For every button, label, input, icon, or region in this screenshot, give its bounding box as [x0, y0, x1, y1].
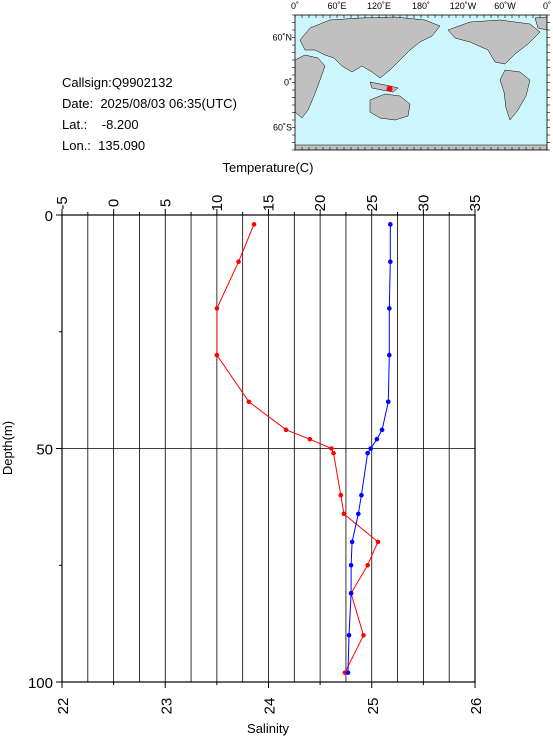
map-longitude-label: 60˚W: [494, 1, 516, 11]
salinity-data-point: [388, 222, 393, 227]
salinity-tick-label: 23: [158, 698, 175, 715]
salinity-data-point: [348, 590, 354, 596]
map-longitude-label: 0˚: [291, 1, 299, 11]
temperature-data-point: [246, 399, 252, 405]
float-location-marker: [386, 85, 393, 92]
map-longitude-label: 180˚: [412, 1, 430, 11]
salinity-tick-label: 24: [262, 698, 279, 715]
temperature-data-point: [341, 511, 347, 517]
greenland-landmass: [534, 16, 547, 31]
map-longitude-label: 0˚: [543, 1, 551, 11]
salinity-data-point: [368, 446, 374, 451]
world-map: 0˚ 60˚E 120˚E 180˚ 120˚W 60˚W 0˚ 60˚N 0˚ 60˚S: [272, 1, 551, 151]
map-latitude-label: 0˚: [284, 78, 292, 88]
salinity-data-point: [359, 492, 364, 498]
depth-tick-label: 50: [36, 442, 53, 459]
temperature-tick-label: 5: [157, 199, 174, 207]
temperature-data-point: [329, 446, 334, 451]
temperature-data-point: [214, 306, 220, 311]
temperature-data-point: [331, 450, 336, 456]
temperature-data-point: [307, 436, 313, 442]
temperature-tick-label: 35: [467, 195, 484, 212]
profile-series: [214, 222, 393, 675]
salinity-tick-label: 22: [55, 698, 72, 715]
temperature-data-point: [361, 633, 366, 638]
temperature-axis-title: Temperature(C): [222, 160, 313, 175]
temperature-tick-label: 20: [312, 195, 329, 212]
temperature-data-point: [251, 222, 257, 227]
temperature-data-point: [375, 539, 381, 545]
salinity-data-point: [385, 399, 391, 405]
salinity-data-point: [346, 633, 352, 638]
callsign-label: Callsign:: [62, 75, 112, 90]
australia-landmass: [369, 93, 411, 121]
callsign-line: Callsign:Q9902132: [62, 72, 237, 93]
salinity-tick-label: 25: [365, 698, 382, 715]
salinity-data-point: [356, 511, 361, 517]
salinity-profile-line: [347, 224, 391, 673]
north-america-landmass: [447, 19, 541, 65]
salinity-data-point: [348, 562, 354, 568]
salinity-data-point: [379, 427, 385, 433]
temperature-data-point: [338, 492, 344, 498]
callsign-value: Q9902132: [111, 75, 173, 90]
depth-tick-label: 100: [28, 675, 53, 692]
grid-lines: [62, 215, 475, 682]
map-longitude-label: 60˚E: [327, 1, 346, 11]
map-ticks: [292, 14, 550, 151]
map-latitude-label: 60˚S: [273, 123, 292, 133]
salinity-data-point: [387, 306, 392, 311]
lon-line: Lon.: 135.090: [62, 135, 237, 156]
date-line: Date: 2025/08/03 06:35(UTC): [62, 93, 237, 114]
temperature-tick-label: 0: [106, 199, 123, 207]
map-labels: 0˚ 60˚E 120˚E 180˚ 120˚W 60˚W 0˚ 60˚N 0˚ 60˚S: [272, 1, 551, 133]
salinity-axis-title: Salinity: [247, 721, 289, 736]
temperature-data-point: [365, 562, 370, 568]
temperature-data-point: [236, 259, 241, 265]
salinity-tick-label: 26: [468, 698, 485, 715]
africa-landmass: [295, 54, 326, 119]
temperature-profile-line: [216, 224, 379, 673]
map-land: [295, 16, 547, 150]
map-latitude-label: 60˚N: [272, 33, 292, 43]
salinity-axis: 22 23 24 25 26: [55, 682, 485, 714]
temperature-tick-label: 15: [261, 195, 278, 212]
salinity-data-point: [374, 436, 380, 442]
salinity-data-point: [349, 539, 355, 545]
salinity-data-point: [387, 352, 392, 358]
map-longitude-label: 120˚W: [450, 1, 477, 11]
temperature-tick-label: -5: [54, 196, 71, 209]
lat-value: -8.200: [101, 117, 139, 132]
date-label: Date:: [62, 96, 94, 111]
depth-tick-label: 0: [45, 208, 53, 225]
lon-label: Lon.:: [62, 138, 91, 153]
temperature-tick-label: 10: [209, 195, 226, 212]
eurasia-landmass: [299, 16, 441, 79]
map-longitude-label: 120˚E: [367, 1, 391, 11]
temperature-data-point: [214, 352, 220, 358]
temperature-tick-label: 30: [415, 195, 432, 212]
lat-label: Lat.:: [62, 117, 88, 132]
salinity-data-point: [365, 450, 370, 456]
lon-value: 135.090: [98, 138, 146, 153]
salinity-data-point: [388, 259, 393, 265]
south-america-landmass: [499, 69, 531, 121]
salinity-data-point: [345, 670, 351, 675]
temperature-tick-label: 25: [364, 195, 381, 212]
depth-axis-title: Depth(m): [0, 421, 15, 475]
date-value: 2025/08/03 06:35(UTC): [100, 96, 237, 111]
station-info: Callsign:Q9902132 Date: 2025/08/03 06:35…: [62, 72, 237, 156]
depth-axis: 0 50 100: [28, 208, 62, 692]
temperature-data-point: [283, 427, 289, 433]
temperature-axis: -5 0 5 10 15 20 25 30 35: [54, 195, 484, 215]
lat-line: Lat.: -8.200: [62, 114, 237, 135]
